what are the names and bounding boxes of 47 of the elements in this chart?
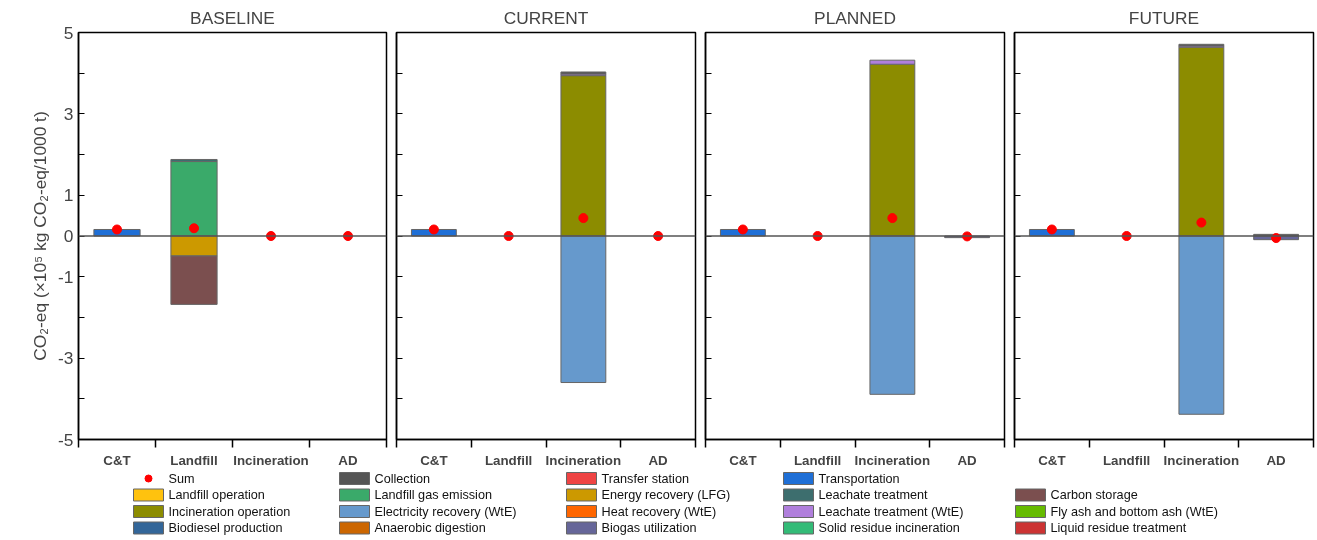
x-tick-label: AD (338, 452, 358, 468)
legend-label: Solid residue incineration (818, 521, 960, 535)
x-tick-label: C&T (420, 452, 448, 468)
chart-title: CURRENT (503, 7, 589, 28)
legend-label: Sum (168, 471, 195, 486)
x-tick-label: C&T (1038, 452, 1066, 468)
x-tick-label: C&T (103, 452, 131, 468)
y-tick-label: 0 (63, 226, 74, 246)
legend-label: Landfill operation (168, 488, 265, 502)
x-tick-label: Landfill (170, 452, 218, 468)
legend-label: Carbon storage (1050, 488, 1138, 502)
x-tick-label: Landfill (1102, 452, 1151, 468)
legend-label: Electricity recovery (WtE) (374, 504, 517, 519)
legend-label: Energy recovery (LFG) (601, 488, 731, 502)
legend-label: Biogas utilization (601, 521, 697, 535)
legend-label: Incineration operation (168, 504, 291, 519)
legend-label: Anaerobic digestion (374, 521, 486, 535)
legend-label: Leachate treatment (WtE) (818, 504, 964, 519)
y-tick-label: -5 (58, 429, 74, 450)
legend-label: Heat recovery (WtE) (601, 504, 717, 519)
legend-label: Biodiesel production (168, 521, 283, 535)
legend-label: Leachate treatment (818, 488, 929, 502)
x-tick-label: Incineration (545, 452, 622, 468)
x-tick-label: Incineration (1163, 452, 1240, 468)
x-tick-label: AD (957, 452, 978, 468)
x-tick-label: Incineration (854, 452, 931, 468)
x-tick-label: Landfill (484, 452, 533, 468)
x-tick-label: Landfill (793, 452, 842, 468)
x-tick-label: AD (648, 452, 669, 468)
chart-title: FUTURE (1128, 7, 1200, 28)
y-tick-label: -3 (58, 348, 74, 369)
legend-label: Landfill gas emission (374, 488, 492, 502)
y-tick-label: 3 (63, 103, 74, 124)
y-tick-label: -1 (58, 266, 74, 287)
legend-label: Collection (374, 471, 431, 486)
y-tick-label: 5 (63, 22, 74, 43)
y-tick-label: 1 (63, 185, 74, 206)
y-axis-title: CO₂-eq (×10⁵ kg CO₂-eq/1000 t) (30, 111, 51, 361)
chart-title: PLANNED (814, 7, 896, 28)
legend-label: Liquid residue treatment (1050, 521, 1187, 535)
x-tick-label: C&T (729, 452, 757, 468)
legend-label: Fly ash and bottom ash (WtE) (1050, 504, 1218, 519)
legend-label: Transportation (818, 471, 900, 486)
x-tick-label: Incineration (233, 452, 309, 468)
legend-label: Transfer station (601, 471, 689, 486)
x-tick-label: AD (1266, 452, 1287, 468)
chart-title: BASELINE (190, 7, 275, 28)
